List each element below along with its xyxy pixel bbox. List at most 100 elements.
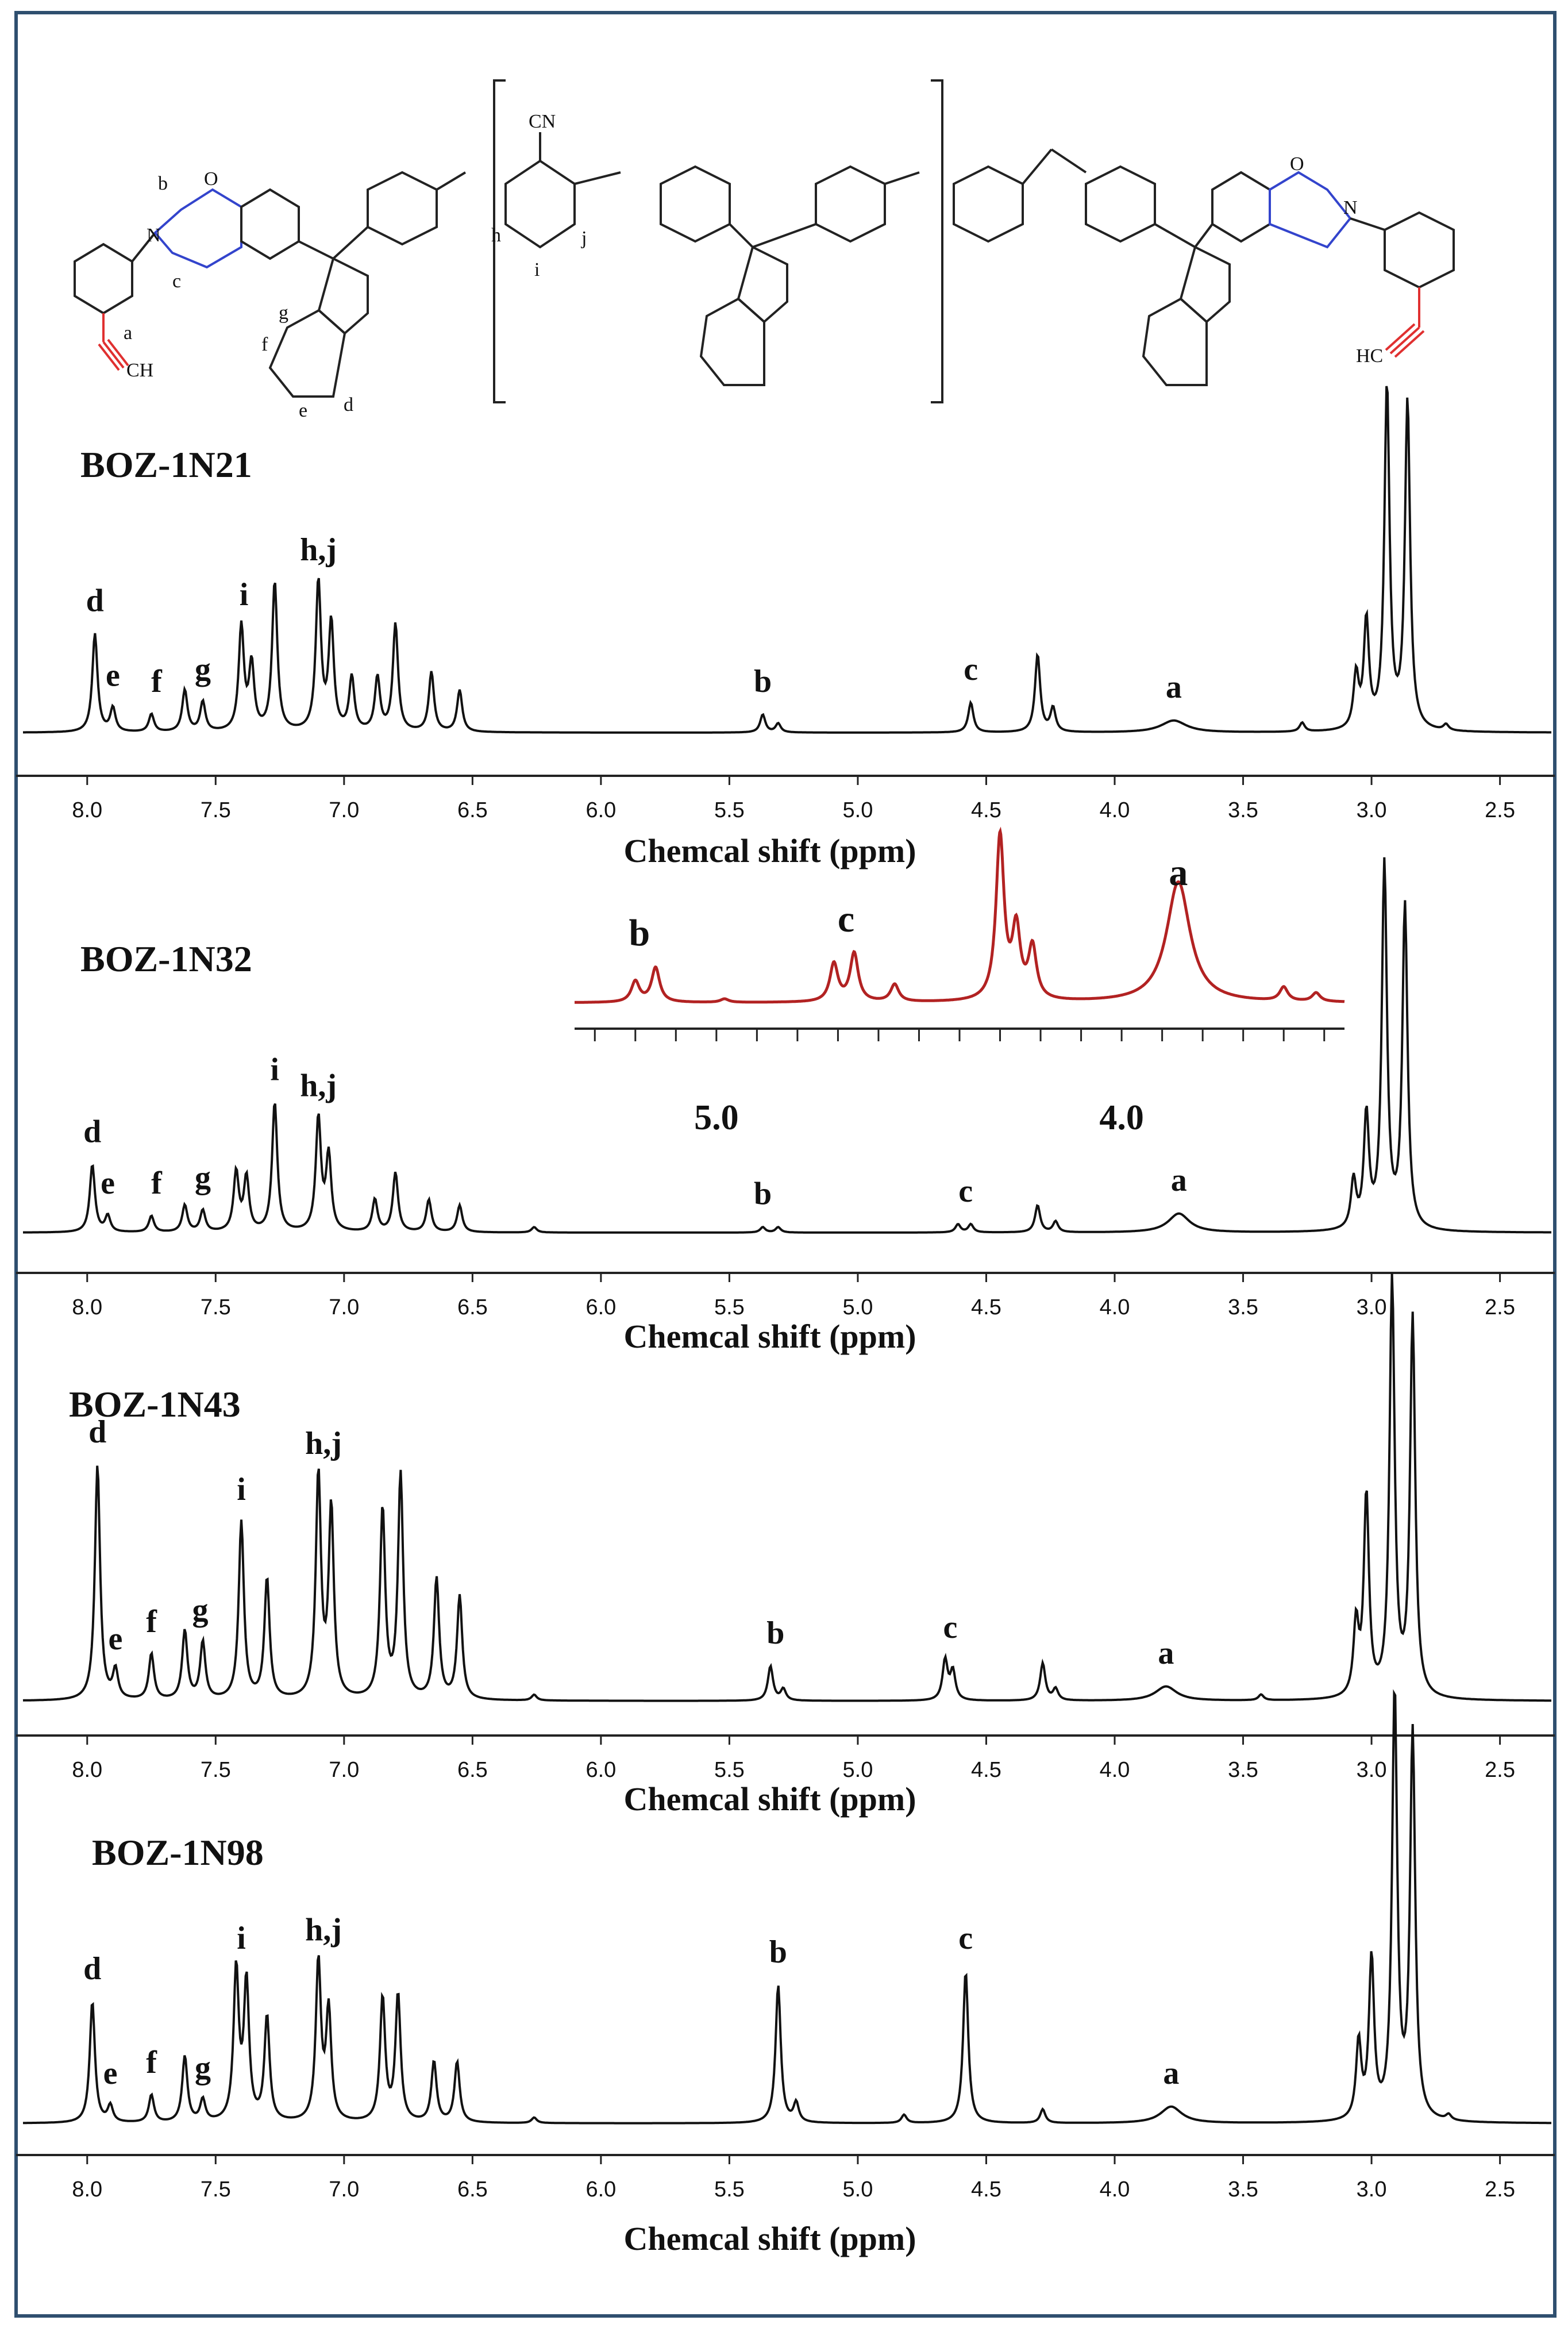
bond bbox=[332, 226, 369, 260]
x-tick-label: 6.5 bbox=[457, 2177, 488, 2202]
bond bbox=[1194, 223, 1213, 248]
x-tick-label: 5.0 bbox=[843, 2177, 873, 2202]
x-tick-label: 6.5 bbox=[457, 1758, 488, 1782]
peak-label: d bbox=[83, 1951, 101, 1987]
x-tick-label: 3.0 bbox=[1357, 1295, 1387, 1319]
peak-label: a bbox=[1163, 2056, 1179, 2091]
x-tick-label: 6.0 bbox=[585, 1758, 616, 1782]
spectrum-trace bbox=[23, 857, 1551, 1234]
figure-border bbox=[14, 11, 1557, 2318]
benzene-ring bbox=[1384, 211, 1455, 289]
peak-label: g bbox=[192, 1592, 208, 1628]
spectrum-panel-boz-1n43: 8.0 7.5 7.0 6.5 6.0 5.5 5.0 4.5 4.0 3.5 3.0 2.5 BOZ-… bbox=[16, 1273, 1555, 1818]
peak-label: c bbox=[958, 1173, 973, 1209]
structure-labels: b c a g f e d h i j CN CH HC N O N O bbox=[124, 111, 1383, 421]
x-tick-label: 6.5 bbox=[457, 1295, 488, 1319]
sample-title: BOZ-1N32 bbox=[80, 938, 252, 979]
x-tick-label: 5.0 bbox=[843, 798, 873, 822]
x-axis-label: Chemcal shift (ppm) bbox=[623, 1780, 916, 1818]
atom-label-g: g bbox=[279, 302, 288, 324]
x-tick-label: 5.0 bbox=[843, 1295, 873, 1319]
atom-label-e: e bbox=[299, 400, 307, 421]
x-tick-label: 5.5 bbox=[714, 1758, 745, 1782]
ethynyl-label-left: CH bbox=[126, 360, 153, 381]
benzene-ring bbox=[74, 243, 133, 315]
x-axis-label: Chemcal shift (ppm) bbox=[623, 2220, 916, 2257]
peak-label: a bbox=[1171, 1163, 1187, 1198]
bond bbox=[298, 240, 334, 260]
atom-label-j: j bbox=[581, 228, 587, 249]
x-tick-label: 8.0 bbox=[72, 1758, 102, 1782]
x-tick-label: 4.0 bbox=[1100, 1295, 1130, 1319]
x-tick-label: 7.0 bbox=[329, 1758, 359, 1782]
x-tick-label: 4.5 bbox=[971, 1295, 1001, 1319]
peak-label: f bbox=[146, 2045, 157, 2080]
x-tick-label: 3.0 bbox=[1357, 1758, 1387, 1782]
x-axis-label: Chemcal shift (ppm) bbox=[623, 832, 916, 869]
bond bbox=[729, 223, 754, 248]
x-tick-label: 7.5 bbox=[201, 1758, 231, 1782]
peak-label: i bbox=[270, 1052, 279, 1087]
x-tick-label: 5.5 bbox=[714, 1295, 745, 1319]
peak-label: i bbox=[240, 577, 249, 613]
x-tick-label: 2.5 bbox=[1485, 798, 1515, 822]
x-tick-label: 2.5 bbox=[1485, 2177, 1515, 2202]
bond bbox=[102, 341, 125, 369]
lactone-ring bbox=[317, 257, 369, 335]
x-tick-label: 5.5 bbox=[714, 2177, 745, 2202]
peak-label: e bbox=[109, 1621, 123, 1657]
inset-trace bbox=[575, 826, 1345, 1004]
x-tick-label: 6.0 bbox=[585, 2177, 616, 2202]
x-tick-label: 7.0 bbox=[329, 1295, 359, 1319]
inset-peak-label: a bbox=[1169, 852, 1188, 894]
spectrum-panel-boz-1n21: 8.0 7.5 7.0 6.5 6.0 5.5 5.0 4.5 4.0 3.5 3.0 2.5 BOZ-… bbox=[16, 386, 1555, 869]
x-tick-label: 4.5 bbox=[971, 2177, 1001, 2202]
x-tick-label: 3.0 bbox=[1357, 2177, 1387, 2202]
spectrum-panel-boz-1n32: 8.0 7.5 7.0 6.5 6.0 5.5 5.0 4.5 4.0 3.5 3.0 2.5 BOZ-… bbox=[16, 857, 1555, 1355]
peak-label: d bbox=[86, 583, 104, 618]
x-tick-label: 2.5 bbox=[1485, 1295, 1515, 1319]
atom-label-d: d bbox=[344, 394, 353, 415]
peak-label: f bbox=[151, 664, 163, 699]
atom-label-f: f bbox=[261, 334, 268, 355]
chemical-structure bbox=[74, 79, 1455, 403]
peak-label: b bbox=[769, 1934, 787, 1970]
bond bbox=[131, 232, 156, 263]
peak-label: g bbox=[195, 652, 211, 687]
peak-label: e bbox=[106, 657, 120, 693]
bond bbox=[1389, 326, 1420, 355]
peak-label: b bbox=[754, 664, 772, 699]
x-tick-label: 8.0 bbox=[72, 798, 102, 822]
lactone-ring bbox=[737, 245, 788, 324]
atom-label-h: h bbox=[491, 225, 501, 246]
bond bbox=[436, 171, 467, 191]
x-tick-label: 8.0 bbox=[72, 1295, 102, 1319]
peak-label: h,j bbox=[300, 532, 337, 568]
peak-label: b bbox=[766, 1615, 784, 1651]
peak-label: b bbox=[754, 1176, 772, 1212]
inset-peak-label: b bbox=[629, 912, 650, 954]
cyano-label: CN bbox=[529, 111, 556, 132]
bond bbox=[98, 343, 120, 371]
spectrum-trace bbox=[23, 386, 1551, 734]
peak-label: g bbox=[195, 1160, 211, 1195]
peak-label: h,j bbox=[300, 1068, 337, 1104]
bond bbox=[1350, 217, 1385, 231]
peak-label: i bbox=[237, 1921, 246, 1956]
spectrum-panel-boz-1n98: 8.0 7.5 7.0 6.5 6.0 5.5 5.0 4.5 4.0 3.5 3.0 2.5 BOZ-… bbox=[16, 1689, 1555, 2257]
bond bbox=[1154, 223, 1196, 248]
bond bbox=[1394, 330, 1425, 358]
x-axis-label: Chemcal shift (ppm) bbox=[623, 1318, 916, 1355]
lactone-ring bbox=[1179, 245, 1231, 324]
sample-title: BOZ-1N98 bbox=[92, 1832, 264, 1873]
x-tick-label: 7.0 bbox=[329, 798, 359, 822]
oxygen-label-right: O bbox=[1290, 153, 1304, 175]
x-tick-label: 3.0 bbox=[1357, 798, 1387, 822]
spectrum-trace bbox=[22, 1273, 1551, 1702]
peak-label: f bbox=[146, 1604, 157, 1640]
x-tick-label: 3.5 bbox=[1228, 2177, 1258, 2202]
benzene-ring bbox=[1142, 297, 1208, 386]
benzene-ring bbox=[953, 165, 1024, 243]
peak-label: c bbox=[943, 1610, 957, 1645]
peak-label: e bbox=[101, 1165, 115, 1201]
